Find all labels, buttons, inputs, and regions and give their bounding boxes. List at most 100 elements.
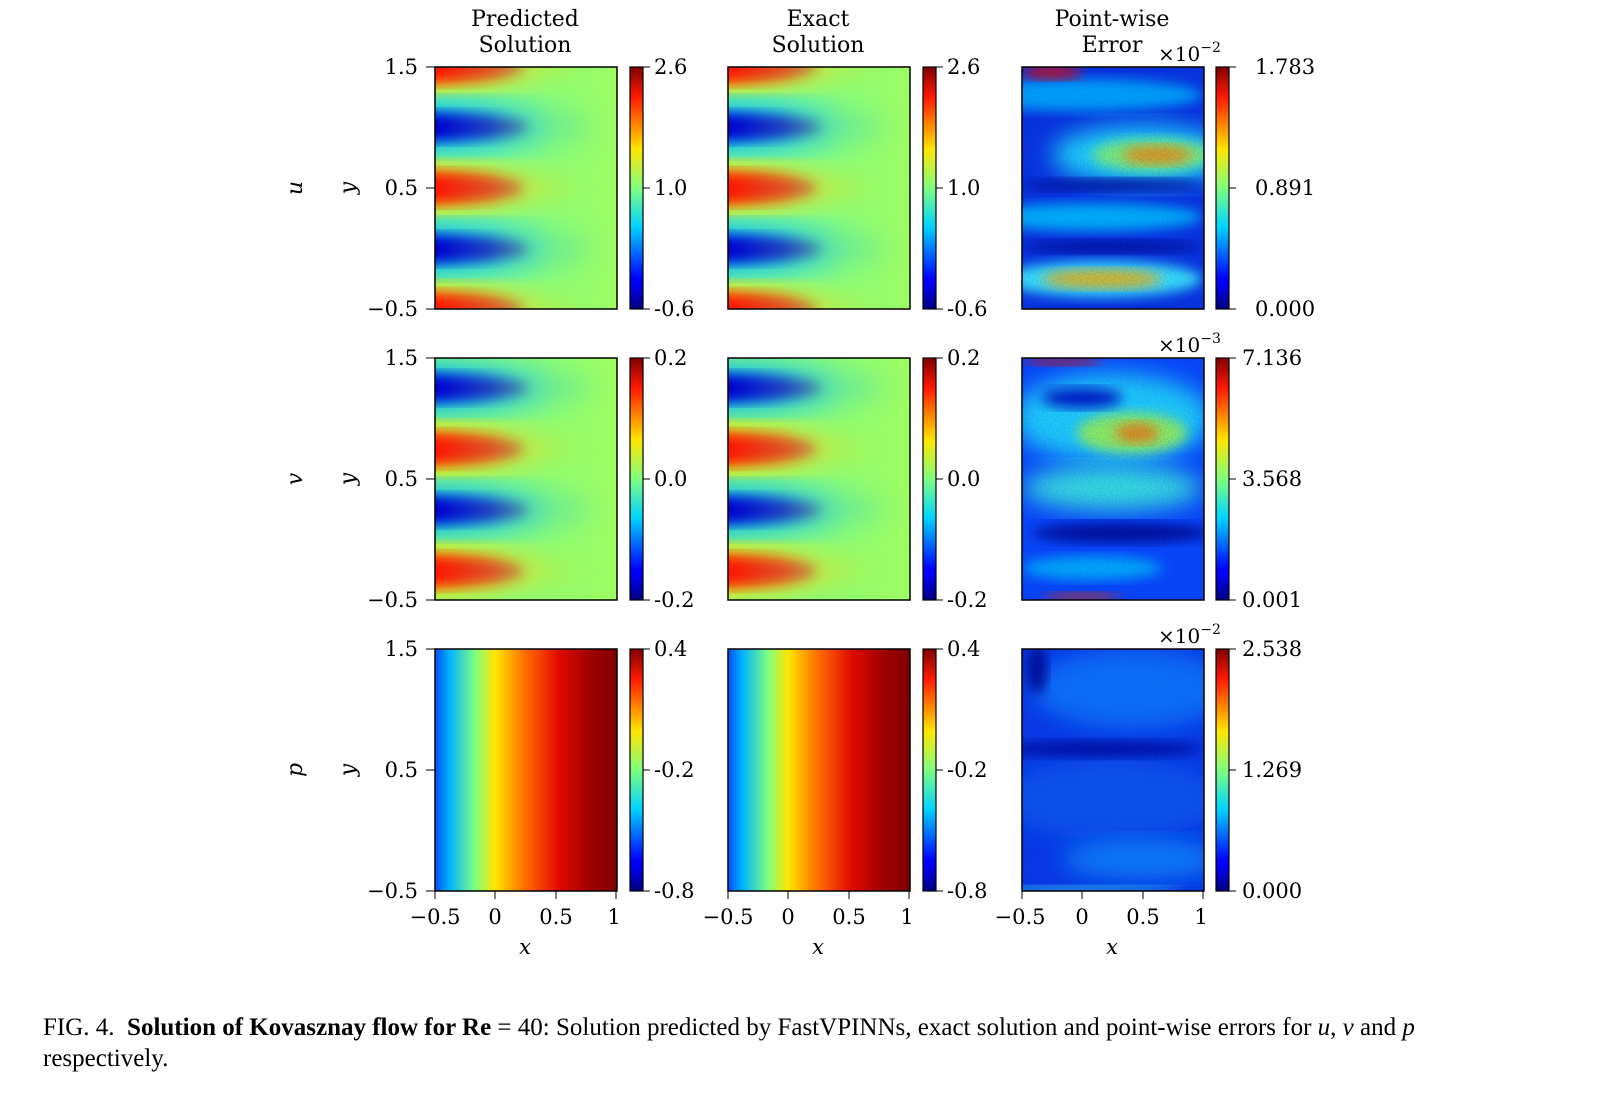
colorbar-pred-p [629, 648, 644, 892]
colorbar-error-p [1215, 648, 1230, 892]
y-label-p: y [336, 763, 361, 777]
col-title-pred-2: Solution [479, 33, 572, 58]
colorbar-pred-u [629, 66, 644, 310]
y-label-u: y [336, 181, 361, 195]
column-titles: Predicted Solution Exact Solution Point-… [471, 7, 1169, 58]
cb-tick: 2.6 [654, 55, 687, 79]
cb-tick: -0.2 [947, 758, 988, 782]
x-axis-label: x [1106, 935, 1118, 959]
caption-end: respectively. [43, 1045, 169, 1072]
colorbar-ticks-pred-v: 0.2 0.0 -0.2 [643, 346, 695, 612]
row-p: p y 1.5 0.5 −0.5 0.4 -0.2 -0.8 0.4 -0.2 … [283, 622, 1302, 903]
col-title-error-2: Error [1082, 33, 1143, 58]
cb-tick: -0.2 [654, 588, 695, 612]
colorbar-ticks-exact-v: 0.2 0.0 -0.2 [936, 346, 988, 612]
caption-bold: Solution of Kovasznay flow for Re [127, 1014, 492, 1041]
cb-tick: 7.136 [1242, 346, 1302, 370]
colorbar-exact-v [922, 357, 937, 601]
cb-tick: -0.6 [654, 297, 695, 321]
colorbar-ticks-exact-p: 0.4 -0.2 -0.8 [936, 637, 988, 903]
row-var-p: p [283, 763, 308, 777]
heatmap-pred-u [435, 67, 617, 309]
x-axis-error: −0.5 0 0.5 1 x [995, 891, 1208, 959]
colorbar-ticks-pred-u: 2.6 1.0 -0.6 [643, 55, 695, 321]
err-multiplier-u: ×10−2 [1158, 40, 1221, 66]
x-axes: −0.5 0 0.5 1 x −0.5 0 0.5 1 x −0.5 0 0.5… [410, 891, 1208, 959]
y-tick: 0.5 [385, 176, 418, 200]
y-label-v: y [336, 472, 361, 486]
y-tick: 1.5 [385, 637, 418, 661]
heatmap-exact-u [728, 67, 910, 309]
x-tick: 0 [488, 905, 501, 929]
cb-tick: -0.2 [654, 758, 695, 782]
cb-tick: 0.4 [947, 637, 980, 661]
cb-tick: 1.269 [1242, 758, 1302, 782]
x-tick: −0.5 [703, 905, 754, 929]
cb-tick: 0.000 [1242, 879, 1302, 903]
err-multiplier-v: ×10−3 [1158, 331, 1221, 357]
row-var-v: v [283, 472, 308, 485]
caption-rest: : Solution predicted by FastVPINNs, exac… [542, 1014, 1318, 1041]
col-title-exact-1: Exact [787, 7, 850, 32]
cb-tick: 0.000 [1255, 297, 1315, 321]
cb-tick: 3.568 [1242, 467, 1302, 491]
caption-eq: = 40 [491, 1014, 543, 1041]
caption-v: v [1342, 1014, 1354, 1041]
colorbar-error-v [1215, 357, 1230, 601]
colorbar-ticks-pred-p: 0.4 -0.2 -0.8 [643, 637, 695, 903]
cb-tick: -0.8 [654, 879, 695, 903]
cb-tick: 0.2 [947, 346, 980, 370]
cb-tick: 0.891 [1255, 176, 1315, 200]
y-tick: −0.5 [367, 588, 418, 612]
heatmap-error-p [1022, 649, 1204, 891]
row-v: v y 1.5 0.5 −0.5 0.2 0.0 -0.2 0.2 0.0 -0… [283, 331, 1302, 612]
col-title-pred-1: Predicted [471, 7, 579, 32]
x-axis-label: x [812, 935, 824, 959]
x-tick: −0.5 [410, 905, 461, 929]
heatmap-pred-p [434, 648, 618, 892]
x-tick: 1 [900, 905, 913, 929]
caption-and: and [1353, 1014, 1403, 1041]
cb-tick: -0.6 [947, 297, 988, 321]
figure-caption: FIG. 4. Solution of Kovasznay flow for R… [43, 1012, 1563, 1074]
col-title-error-1: Point-wise [1055, 7, 1170, 32]
heatmap-error-u [1022, 67, 1204, 309]
err-multiplier-p: ×10−2 [1158, 622, 1221, 648]
y-tick: 0.5 [385, 467, 418, 491]
y-tick: −0.5 [367, 879, 418, 903]
heatmap-exact-v [728, 358, 910, 600]
x-axis-label: x [519, 935, 531, 959]
caption-prefix: FIG. 4. [43, 1014, 115, 1041]
heatmap-exact-p [727, 648, 911, 892]
x-tick: 1 [1194, 905, 1207, 929]
cb-tick: 0.0 [947, 467, 980, 491]
kovasznay-figure: Predicted Solution Exact Solution Point-… [283, 7, 1315, 959]
cb-tick: 1.0 [947, 176, 980, 200]
x-tick: 0 [781, 905, 794, 929]
cb-tick: 1.783 [1255, 55, 1315, 79]
caption-p: p [1402, 1014, 1415, 1041]
colorbar-exact-p [922, 648, 937, 892]
colorbar-ticks-error-p: 2.538 1.269 0.000 [1229, 637, 1302, 903]
heatmap-error-v [1022, 358, 1204, 600]
colorbar-error-u [1215, 66, 1230, 310]
y-ticks-v: 1.5 0.5 −0.5 [367, 346, 418, 612]
cb-tick: 2.6 [947, 55, 980, 79]
row-u: u y 1.5 0.5 −0.5 2.6 1.0 -0.6 2.6 1.0 -0… [283, 40, 1315, 321]
x-tick: 0.5 [539, 905, 572, 929]
colorbar-ticks-error-v: 7.136 3.568 0.001 [1229, 346, 1302, 612]
cb-tick: 0.2 [654, 346, 687, 370]
cb-tick: 2.538 [1242, 637, 1302, 661]
cb-tick: 0.4 [654, 637, 687, 661]
y-ticks-p: 1.5 0.5 −0.5 [367, 637, 418, 903]
x-tick: 0.5 [832, 905, 865, 929]
cb-tick: 0.001 [1242, 588, 1302, 612]
col-title-exact-2: Solution [772, 33, 865, 58]
heatmap-pred-v [435, 358, 617, 600]
x-tick: −0.5 [995, 905, 1046, 929]
caption-sep: , [1330, 1014, 1343, 1041]
cb-tick: -0.2 [947, 588, 988, 612]
y-tick: −0.5 [367, 297, 418, 321]
y-tick: 1.5 [385, 346, 418, 370]
colorbar-ticks-exact-u: 2.6 1.0 -0.6 [936, 55, 988, 321]
